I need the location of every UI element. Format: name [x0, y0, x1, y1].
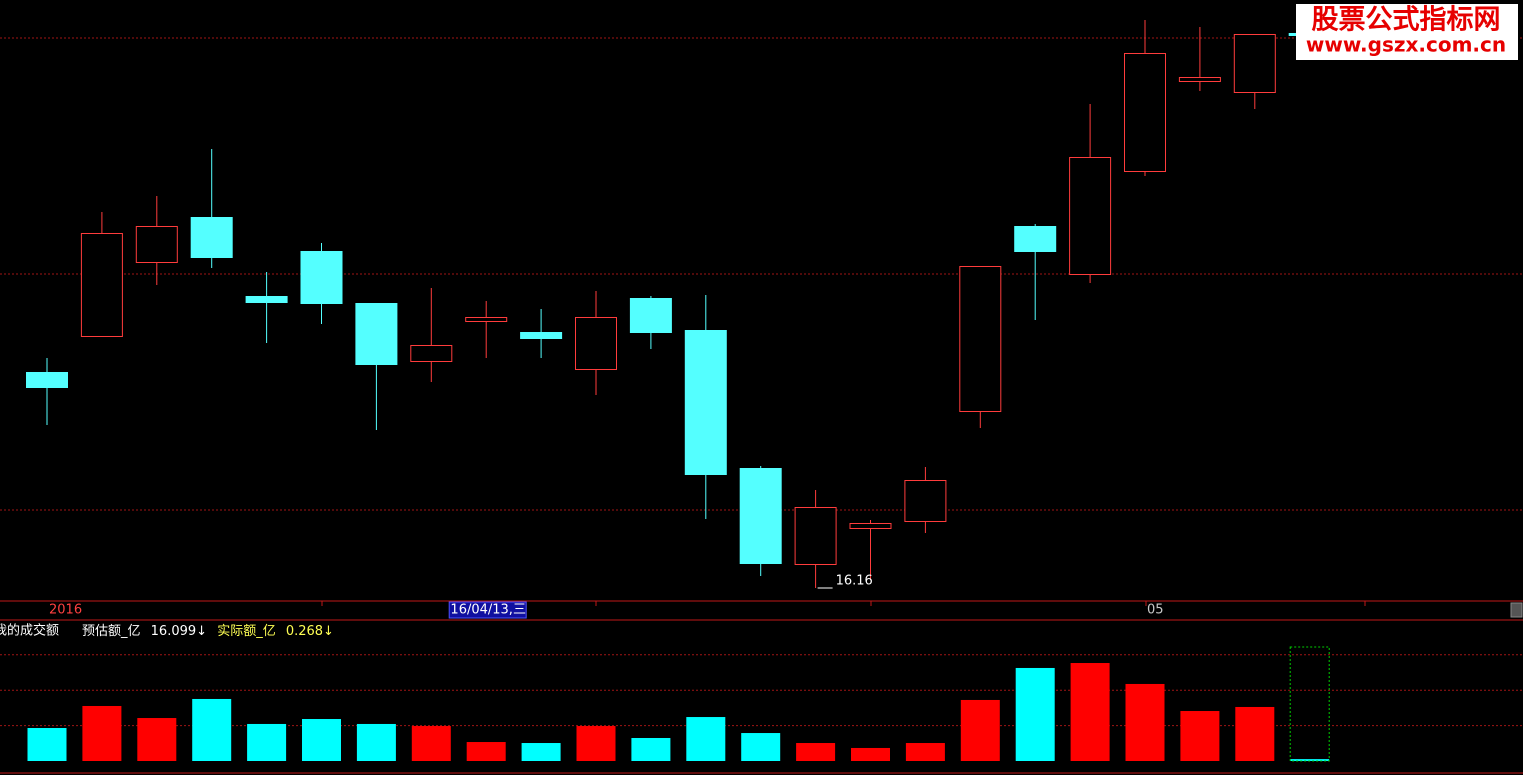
- candle-body: [904, 480, 947, 522]
- candle-body: [1233, 34, 1276, 93]
- volume-bar: [356, 723, 396, 761]
- volume-bar: [137, 718, 177, 761]
- volume-title: 我的成交额: [0, 623, 59, 639]
- candle-body: [465, 317, 508, 322]
- candle-body: [355, 303, 398, 365]
- candle-body: [1014, 226, 1057, 252]
- volume-bar: [1125, 683, 1165, 761]
- indicator-value: 0.268↓: [286, 624, 334, 639]
- indicator-legend: 预估额_亿 16.099↓ 实际额_亿 0.268↓: [82, 624, 334, 639]
- volume-bar: [631, 737, 671, 761]
- x-tick-label: 05: [1147, 603, 1164, 618]
- volume-bar: [466, 742, 506, 761]
- volume-bar: [82, 705, 122, 761]
- candle-body: [739, 468, 782, 564]
- volume-bar: [686, 717, 726, 761]
- volume-bar: [1070, 663, 1110, 761]
- indicator-value: 16.099↓: [151, 624, 207, 639]
- volume-bar: [1015, 667, 1055, 761]
- volume-bar: [905, 743, 945, 761]
- volume-bar: [741, 733, 781, 761]
- candle-body: [959, 266, 1002, 412]
- candle-body: [1124, 53, 1166, 172]
- estimate-bar: [1289, 646, 1330, 762]
- candle-body: [190, 217, 233, 258]
- volume-bar: [1290, 759, 1330, 761]
- volume-bar: [960, 699, 1000, 761]
- scrollbar[interactable]: [1510, 602, 1523, 618]
- candle-body: [1069, 157, 1112, 275]
- volume-bar: [247, 723, 287, 761]
- x-tick-label: 2016: [49, 603, 82, 618]
- indicator-name: 实际额_亿: [217, 624, 276, 639]
- candle-body: [300, 251, 343, 304]
- low-label: 16.16: [836, 574, 873, 589]
- candle-body: [26, 372, 68, 388]
- volume-bar: [1235, 706, 1275, 761]
- indicator-name: 预估额_亿: [82, 624, 141, 639]
- cursor-label: 16/04/13,三: [450, 603, 526, 618]
- volume-bar: [521, 743, 561, 761]
- volume-bar: [302, 719, 341, 761]
- volume-bar: [192, 698, 232, 761]
- cursor-label-bg: [448, 601, 527, 619]
- volume-bar: [27, 728, 67, 761]
- candle-body: [135, 226, 178, 263]
- candle-body: [520, 332, 563, 339]
- volume-bar: [851, 747, 890, 761]
- candle-body: [684, 330, 727, 475]
- volume-bar: [576, 726, 616, 761]
- candle-body: [1178, 77, 1221, 82]
- candle-body: [629, 298, 672, 333]
- candle-body: [794, 507, 837, 565]
- volume-bar: [411, 726, 451, 761]
- candle-body: [80, 233, 123, 337]
- candle-body: [575, 317, 617, 370]
- candle-body: [849, 523, 892, 529]
- watermark-box: [1296, 4, 1518, 60]
- candle-body: [410, 345, 453, 362]
- watermark-title: 股票公式指标网: [1312, 5, 1501, 36]
- watermark-url: www.gszx.com.cn: [1306, 33, 1506, 57]
- volume-bar: [796, 743, 836, 761]
- volume-bar: [1180, 711, 1220, 761]
- candle-body: [245, 296, 288, 303]
